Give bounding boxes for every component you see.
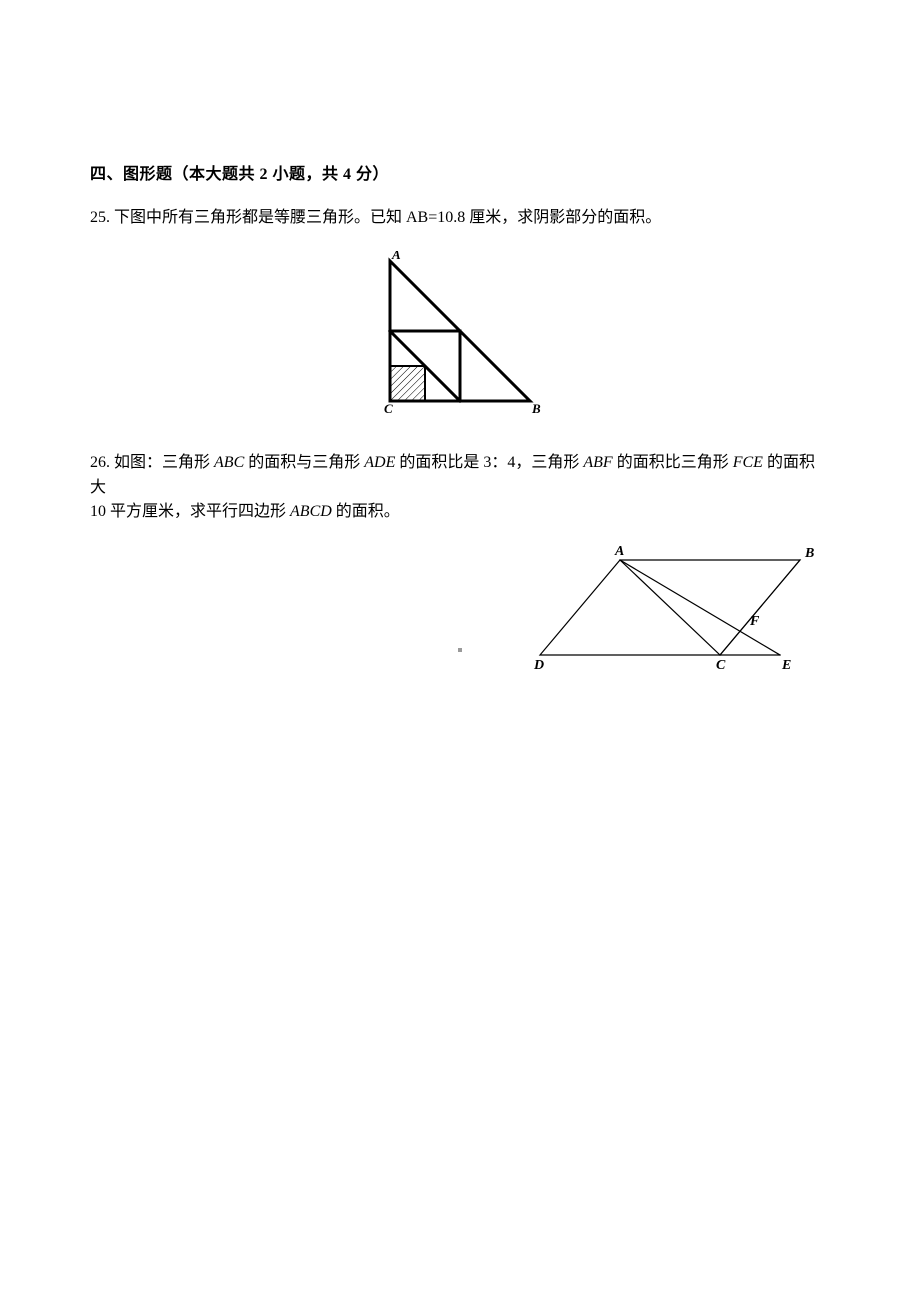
question-25: 25.下图中所有三角形都是等腰三角形。已知 AB=10.8 厘米，求阴影部分的面… (90, 206, 830, 231)
svg-text:A: A (391, 251, 401, 262)
svg-text:E: E (781, 658, 791, 673)
page-marker-icon (458, 648, 462, 652)
svg-text:C: C (716, 658, 726, 673)
q26-t2b: 的面积。 (332, 503, 400, 520)
svg-text:F: F (749, 614, 760, 629)
q26-ADE: ADE (364, 454, 395, 471)
q25-figure: A B C (370, 251, 550, 421)
q26-ABC: ABC (214, 454, 244, 471)
q26-t1c: 的面积比是 3：4，三角形 (395, 454, 583, 471)
q26-t1b: 的面积与三角形 (244, 454, 364, 471)
q25-number: 25. (90, 209, 110, 226)
q26-figure: A B C D E F (530, 545, 830, 675)
q26-number: 26. (90, 454, 110, 471)
q26-figure-wrap: A B C D E F (90, 545, 850, 675)
q26-t2a: 10 平方厘米，求平行四边形 (90, 503, 290, 520)
q25-text: 下图中所有三角形都是等腰三角形。已知 AB=10.8 厘米，求阴影部分的面积。 (114, 209, 661, 226)
q26-FCE: FCE (733, 454, 763, 471)
svg-text:A: A (614, 545, 624, 559)
section-title: 四、图形题（本大题共 2 小题，共 4 分） (90, 160, 830, 184)
question-26: 26.如图：三角形 ABC 的面积与三角形 ADE 的面积比是 3：4，三角形 … (90, 451, 830, 525)
q26-ABCD: ABCD (290, 503, 332, 520)
svg-text:C: C (384, 401, 393, 416)
q26-t1a: 如图：三角形 (114, 454, 214, 471)
q25-figure-wrap: A B C (90, 251, 830, 421)
svg-text:D: D (533, 658, 544, 673)
q26-t1d: 的面积比三角形 (613, 454, 733, 471)
page: 四、图形题（本大题共 2 小题，共 4 分） 25.下图中所有三角形都是等腰三角… (0, 0, 920, 1302)
q26-ABF: ABF (583, 454, 612, 471)
svg-text:B: B (531, 401, 541, 416)
svg-text:B: B (804, 546, 814, 561)
